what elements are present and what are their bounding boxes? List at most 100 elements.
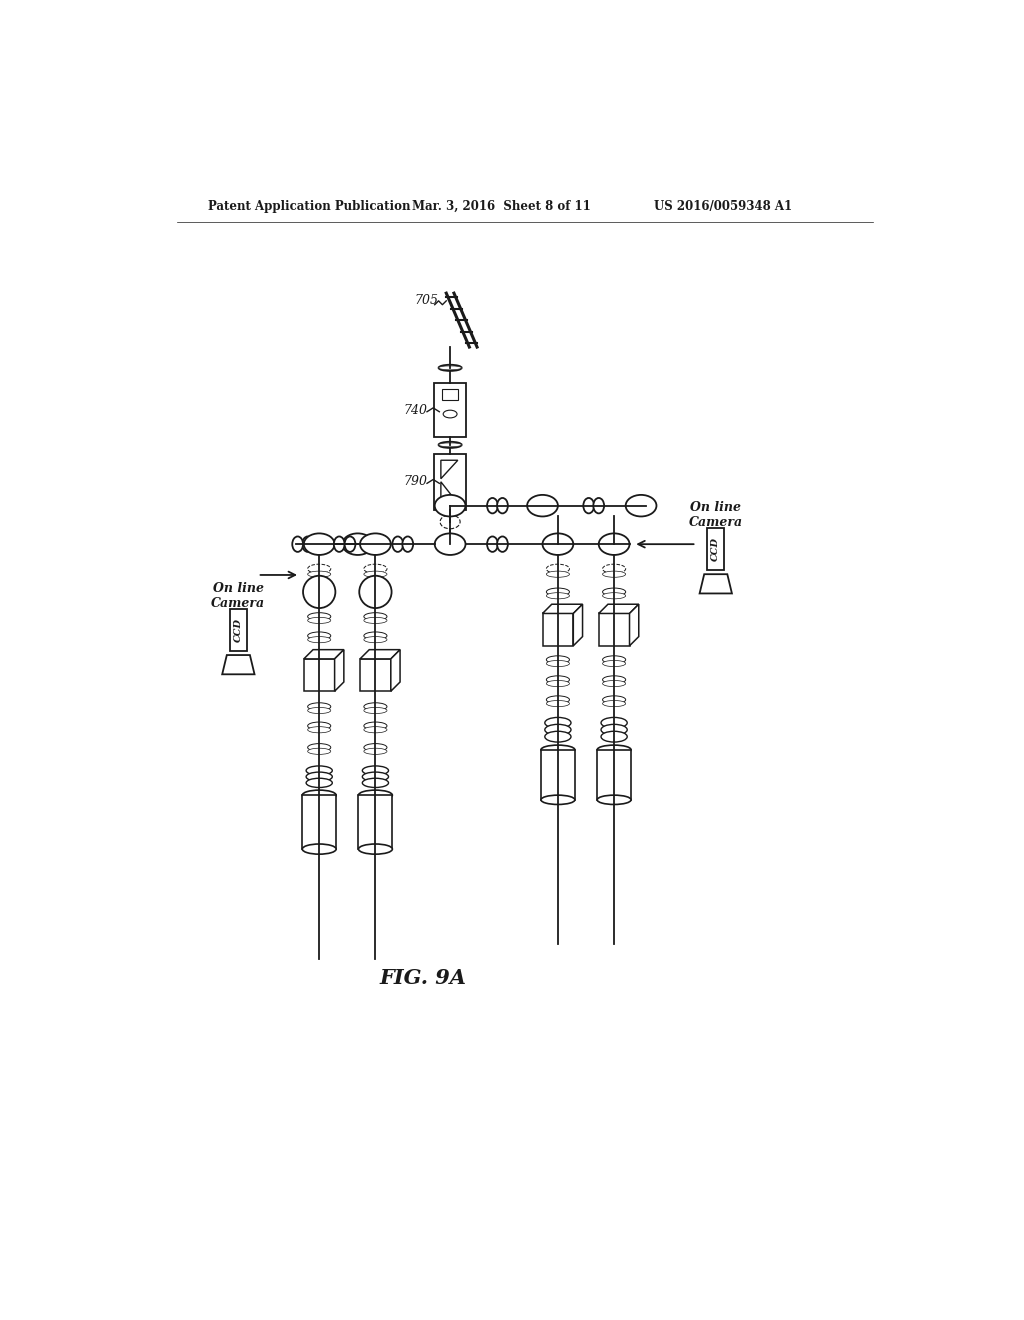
- Ellipse shape: [584, 498, 594, 513]
- Bar: [230, 609, 247, 651]
- Ellipse shape: [497, 536, 508, 552]
- Polygon shape: [335, 649, 344, 692]
- Ellipse shape: [435, 495, 466, 516]
- Text: On line
Camera: On line Camera: [689, 502, 742, 529]
- Ellipse shape: [547, 656, 569, 664]
- Ellipse shape: [302, 536, 313, 552]
- Ellipse shape: [302, 843, 336, 854]
- Bar: [360, 659, 391, 692]
- Ellipse shape: [364, 612, 387, 620]
- Ellipse shape: [602, 589, 626, 595]
- Polygon shape: [360, 649, 400, 659]
- Text: CCD: CCD: [712, 537, 720, 561]
- Ellipse shape: [364, 748, 387, 755]
- Text: 790: 790: [403, 475, 427, 488]
- Ellipse shape: [487, 536, 498, 552]
- Polygon shape: [699, 574, 732, 594]
- Ellipse shape: [307, 722, 331, 730]
- Polygon shape: [573, 605, 583, 645]
- Ellipse shape: [307, 612, 331, 620]
- Ellipse shape: [497, 498, 508, 513]
- Ellipse shape: [602, 593, 626, 599]
- Ellipse shape: [545, 725, 571, 735]
- Polygon shape: [630, 605, 639, 645]
- Ellipse shape: [306, 766, 333, 775]
- Text: US 2016/0059348 A1: US 2016/0059348 A1: [654, 199, 793, 213]
- Polygon shape: [599, 605, 639, 614]
- Bar: [358, 795, 392, 849]
- Text: 705: 705: [415, 294, 438, 308]
- Ellipse shape: [547, 589, 569, 595]
- Ellipse shape: [306, 779, 333, 788]
- Ellipse shape: [547, 681, 569, 686]
- Ellipse shape: [443, 411, 457, 418]
- Ellipse shape: [364, 702, 387, 710]
- Ellipse shape: [438, 364, 462, 371]
- Ellipse shape: [547, 696, 569, 704]
- Ellipse shape: [307, 726, 331, 733]
- Ellipse shape: [601, 731, 628, 742]
- Ellipse shape: [547, 564, 569, 573]
- Polygon shape: [391, 649, 400, 692]
- Ellipse shape: [292, 536, 303, 552]
- Ellipse shape: [307, 632, 331, 640]
- Ellipse shape: [593, 498, 604, 513]
- Bar: [599, 614, 630, 645]
- Polygon shape: [304, 649, 344, 659]
- Ellipse shape: [547, 593, 569, 599]
- Ellipse shape: [364, 708, 387, 714]
- Polygon shape: [441, 461, 458, 479]
- Text: FIG. 9A: FIG. 9A: [380, 969, 467, 989]
- Bar: [304, 659, 335, 692]
- Text: CCD: CCD: [233, 618, 243, 642]
- Bar: [434, 383, 466, 437]
- Ellipse shape: [307, 618, 331, 623]
- Ellipse shape: [602, 660, 626, 667]
- Ellipse shape: [599, 533, 630, 554]
- Ellipse shape: [438, 366, 462, 370]
- Bar: [541, 750, 574, 800]
- Ellipse shape: [547, 676, 569, 684]
- Polygon shape: [222, 655, 255, 675]
- Ellipse shape: [358, 791, 392, 800]
- Ellipse shape: [307, 702, 331, 710]
- Ellipse shape: [543, 533, 573, 554]
- Ellipse shape: [364, 572, 387, 577]
- Ellipse shape: [364, 564, 387, 573]
- Ellipse shape: [601, 718, 628, 729]
- Text: 740: 740: [403, 404, 427, 417]
- Ellipse shape: [362, 772, 388, 781]
- Ellipse shape: [547, 660, 569, 667]
- Ellipse shape: [597, 744, 631, 755]
- Text: Patent Application Publication: Patent Application Publication: [208, 199, 410, 213]
- Ellipse shape: [358, 843, 392, 854]
- Ellipse shape: [597, 795, 631, 804]
- Ellipse shape: [602, 681, 626, 686]
- Polygon shape: [441, 482, 458, 503]
- Ellipse shape: [541, 795, 574, 804]
- Ellipse shape: [435, 533, 466, 554]
- Bar: [442, 389, 458, 400]
- Ellipse shape: [402, 536, 413, 552]
- Ellipse shape: [307, 572, 331, 577]
- Ellipse shape: [547, 572, 569, 577]
- Ellipse shape: [547, 701, 569, 706]
- Bar: [434, 454, 466, 510]
- Bar: [708, 528, 724, 570]
- Text: On line
Camera: On line Camera: [211, 582, 265, 610]
- Ellipse shape: [307, 708, 331, 714]
- Ellipse shape: [602, 572, 626, 577]
- Ellipse shape: [364, 632, 387, 640]
- Ellipse shape: [334, 536, 345, 552]
- Bar: [302, 795, 336, 849]
- Bar: [543, 614, 573, 645]
- Ellipse shape: [602, 701, 626, 706]
- Polygon shape: [543, 605, 583, 614]
- Ellipse shape: [362, 766, 388, 775]
- Ellipse shape: [359, 576, 391, 609]
- Ellipse shape: [392, 536, 403, 552]
- Ellipse shape: [602, 564, 626, 573]
- Ellipse shape: [364, 618, 387, 623]
- Ellipse shape: [364, 722, 387, 730]
- Ellipse shape: [438, 444, 462, 446]
